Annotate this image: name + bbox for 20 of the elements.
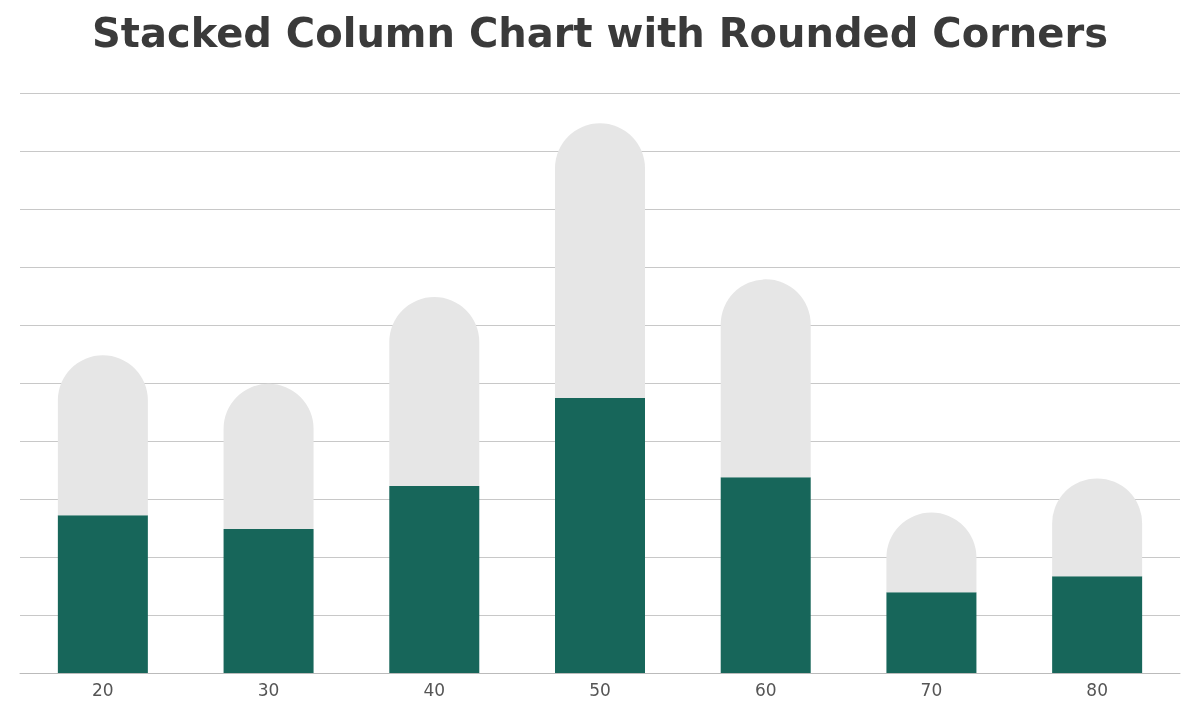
x-tick-label: 30: [257, 679, 280, 700]
x-tick-label: 50: [589, 679, 611, 700]
bar: [886, 592, 977, 673]
bar: [57, 515, 148, 673]
bar: [555, 398, 645, 673]
bar: [555, 123, 645, 399]
bar: [223, 528, 314, 673]
x-tick-label: 70: [920, 679, 943, 700]
bar: [720, 279, 811, 478]
x-tick-label: 80: [1086, 679, 1108, 700]
bar: [57, 355, 148, 516]
x-tick-label: 20: [92, 679, 114, 700]
bar: [223, 383, 314, 529]
x-tick-label: 40: [423, 679, 446, 700]
bar: [389, 486, 480, 673]
chart-title: Stacked Column Chart with Rounded Corners: [92, 10, 1108, 56]
bar: [720, 477, 811, 673]
bar: [389, 296, 480, 487]
x-tick-label: 60: [754, 679, 777, 700]
bar: [1052, 576, 1143, 673]
